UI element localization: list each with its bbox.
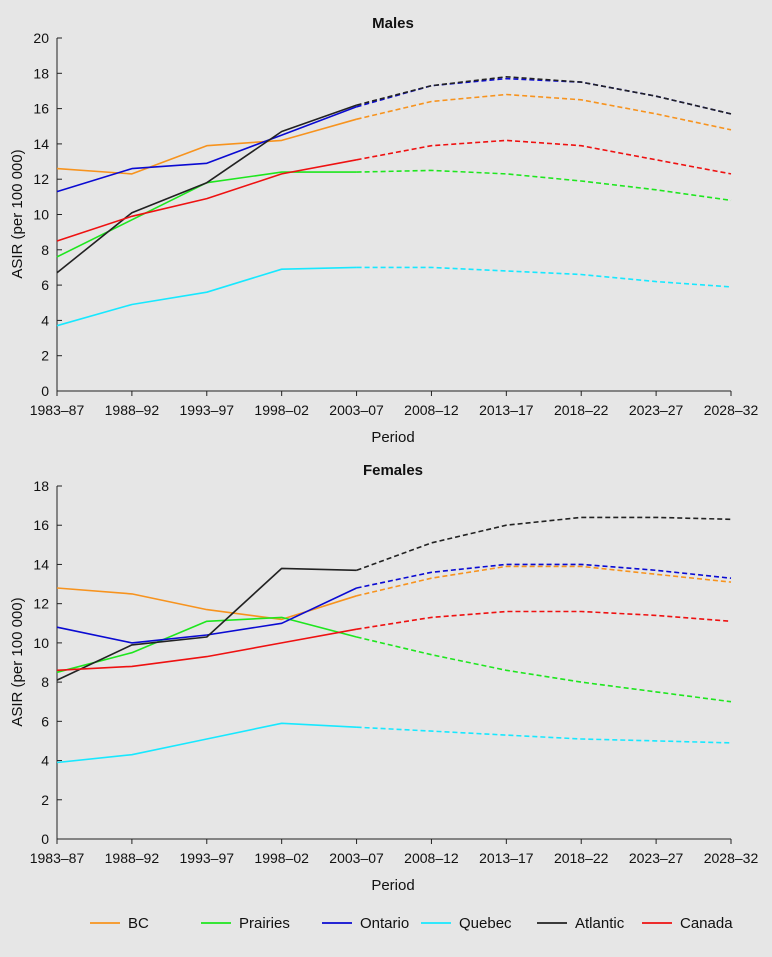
legend-label-bc: BC <box>128 915 149 932</box>
series-line-ontario-projected <box>356 563 732 589</box>
x-tick-label: 1983–87 <box>30 850 85 866</box>
y-tick-label: 0 <box>41 831 49 847</box>
series-line-bc-observed <box>56 587 357 621</box>
x-tick-label: 2003–07 <box>329 402 384 418</box>
y-tick-label: 8 <box>41 242 49 258</box>
series-line-prairies-observed <box>56 616 357 674</box>
x-tick-label: 1998–02 <box>254 850 309 866</box>
y-tick-label: 8 <box>41 674 49 690</box>
y-tick-label: 10 <box>33 635 49 651</box>
y-tick-label: 6 <box>41 713 49 729</box>
x-tick-label: 1998–02 <box>254 402 309 418</box>
series-line-canada-projected <box>356 610 732 630</box>
series-line-bc-projected <box>356 93 732 131</box>
series-line-ontario-observed <box>56 106 357 193</box>
chart-title: Males <box>372 15 414 32</box>
chart-females: Females Period ASIR (per 100 000) 0 2 4 6 8 1… <box>9 462 758 894</box>
y-tick-label: 10 <box>33 207 49 223</box>
x-tick-label: 1993–97 <box>180 850 235 866</box>
series-line-quebec-projected <box>356 266 732 288</box>
series-line-ontario-projected <box>356 77 732 115</box>
x-axis-label: Period <box>371 877 414 894</box>
legend-label-prairies: Prairies <box>239 915 290 932</box>
x-tick-label: 2003–07 <box>329 850 384 866</box>
x-tick-label: 1988–92 <box>105 850 160 866</box>
series-line-prairies-projected <box>356 636 732 703</box>
series-line-quebec-projected <box>356 726 732 744</box>
x-tick-label: 2018–22 <box>554 402 609 418</box>
y-tick-label: 18 <box>33 65 49 81</box>
x-tick-label: 2018–22 <box>554 850 609 866</box>
y-tick-label: 0 <box>41 383 49 399</box>
series-line-prairies-observed <box>56 171 357 258</box>
y-tick-label: 20 <box>33 30 49 46</box>
x-tick-label: 1988–92 <box>105 402 160 418</box>
series-line-canada-observed <box>56 159 357 242</box>
x-tick-label: 2023–27 <box>629 402 684 418</box>
y-tick-label: 4 <box>41 312 49 328</box>
y-tick-label: 2 <box>41 348 49 364</box>
series-line-atlantic-observed <box>56 567 357 681</box>
series-line-ontario-observed <box>56 587 357 644</box>
series-line-canada-observed <box>56 628 357 672</box>
legend: BC Prairies Ontario Quebec Atlantic Canada <box>90 915 733 932</box>
y-tick-label: 4 <box>41 753 49 769</box>
series-line-atlantic-observed <box>56 104 357 274</box>
y-tick-label: 12 <box>33 596 49 612</box>
x-tick-label: 2028–32 <box>704 850 759 866</box>
legend-label-quebec: Quebec <box>459 915 512 932</box>
series-line-bc-projected <box>356 565 732 597</box>
y-axis-label: ASIR (per 100 000) <box>9 597 26 726</box>
x-tick-label: 2023–27 <box>629 850 684 866</box>
y-tick-label: 12 <box>33 171 49 187</box>
y-tick-label: 6 <box>41 277 49 293</box>
y-tick-label: 14 <box>33 136 49 152</box>
y-tick-label: 14 <box>33 556 49 572</box>
series-line-quebec-observed <box>56 722 357 764</box>
series-line-canada-projected <box>356 139 732 175</box>
series-line-atlantic-projected <box>356 75 732 115</box>
series-line-bc-observed <box>56 118 357 175</box>
chart-title: Females <box>363 462 423 479</box>
legend-label-atlantic: Atlantic <box>575 915 625 932</box>
series-line-prairies-projected <box>356 169 732 202</box>
legend-label-canada: Canada <box>680 915 733 932</box>
y-tick-label: 18 <box>33 478 49 494</box>
y-tick-label: 16 <box>33 517 49 533</box>
x-tick-label: 2008–12 <box>404 402 459 418</box>
x-axis-label: Period <box>371 429 414 446</box>
x-tick-label: 1993–97 <box>180 402 235 418</box>
x-tick-label: 1983–87 <box>30 402 85 418</box>
x-tick-label: 2013–17 <box>479 850 534 866</box>
chart-males: Males Period ASIR (per 100 000) 0 2 4 6 8 10 1… <box>9 15 758 446</box>
y-tick-label: 2 <box>41 792 49 808</box>
series-line-quebec-observed <box>56 266 357 327</box>
x-tick-label: 2008–12 <box>404 850 459 866</box>
series-line-atlantic-projected <box>356 516 732 572</box>
x-tick-label: 2013–17 <box>479 402 534 418</box>
x-tick-label: 2028–32 <box>704 402 759 418</box>
y-axis-label: ASIR (per 100 000) <box>9 149 26 278</box>
legend-label-ontario: Ontario <box>360 915 409 932</box>
y-tick-label: 16 <box>33 101 49 117</box>
